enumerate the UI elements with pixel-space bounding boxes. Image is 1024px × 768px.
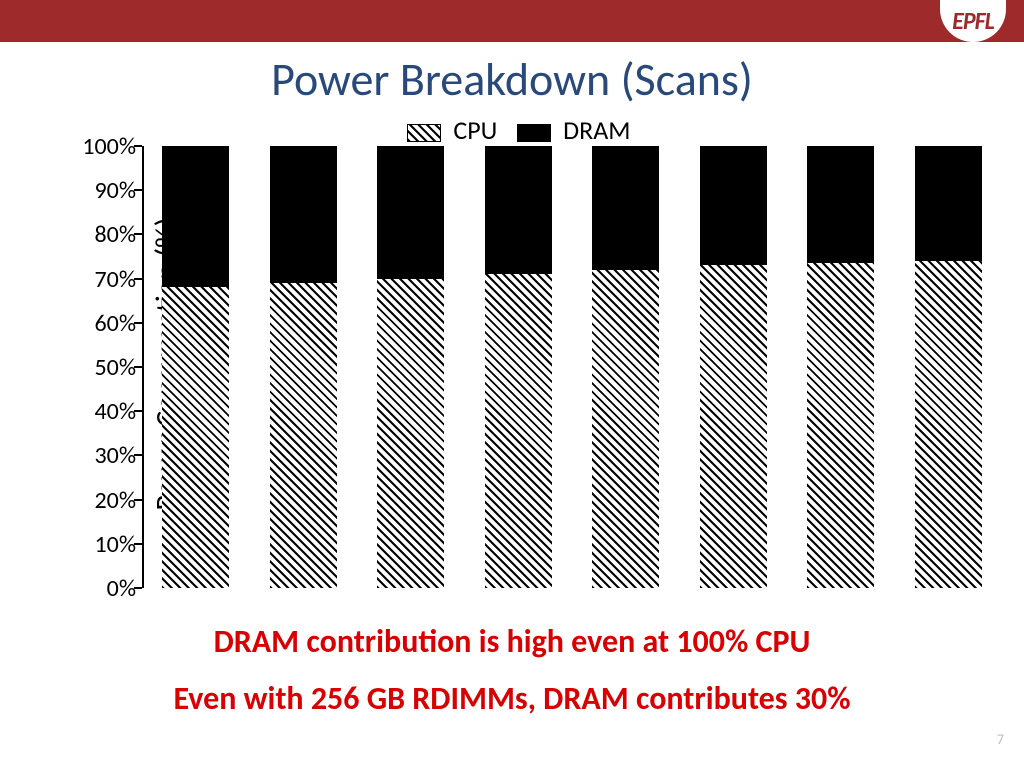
bar-segment-cpu [162,287,229,588]
y-tick-label: 90% [66,176,136,205]
stacked-bar [807,146,874,588]
bar-segment-cpu [592,270,659,588]
callout-line-2: Even with 256 GB RDIMMs, DRAM contribute… [0,679,1024,718]
bar-segment-dram [270,146,337,283]
y-tick-label: 60% [66,309,136,338]
bar-segment-dram [377,146,444,279]
bar-segment-cpu [915,261,982,588]
stacked-bar [270,146,337,588]
bar-segment-dram [700,146,767,265]
y-tick-label: 10% [66,530,136,559]
bar-segment-dram [807,146,874,263]
legend-label-dram: DRAM [563,114,630,146]
y-tick-label: 80% [66,220,136,249]
bar-segment-cpu [807,263,874,588]
callout-line-1: DRAM contribution is high even at 100% C… [0,622,1024,661]
header-bar: EPFL [0,0,1024,42]
y-tick-label: 40% [66,397,136,426]
y-tick-label: 70% [66,265,136,294]
stacked-bar [162,146,229,588]
stacked-bar [485,146,552,588]
y-axis-line [142,146,144,588]
slide-title: Power Breakdown (Scans) [0,52,1024,108]
bar-segment-cpu [270,283,337,588]
bar-segment-dram [162,146,229,287]
y-tick-label: 50% [66,353,136,382]
y-tick-label: 0% [66,574,136,603]
stacked-bar [377,146,444,588]
bar-segment-cpu [700,265,767,588]
bar-segment-dram [485,146,552,274]
bar-segment-cpu [377,279,444,588]
bar-segment-dram [592,146,659,270]
y-tick-label: 30% [66,441,136,470]
stacked-bar [700,146,767,588]
legend-swatch-dram [517,124,551,142]
plot-area [142,146,1002,588]
legend-label-cpu: CPU [453,114,497,146]
legend-swatch-cpu [407,124,441,142]
epfl-logo-text: EPFL [952,7,994,36]
bar-segment-dram [915,146,982,261]
chart-legend: CPU DRAM [12,114,1012,146]
stacked-bar [592,146,659,588]
bar-segment-cpu [485,274,552,588]
stacked-bar [915,146,982,588]
slide-number: 7 [997,731,1004,748]
y-tick-label: 20% [66,486,136,515]
epfl-logo: EPFL [940,0,1006,42]
y-tick-label: 100% [66,132,136,161]
power-breakdown-chart: CPU DRAM Power Consumption (%) 0%10%20%3… [12,114,1012,614]
